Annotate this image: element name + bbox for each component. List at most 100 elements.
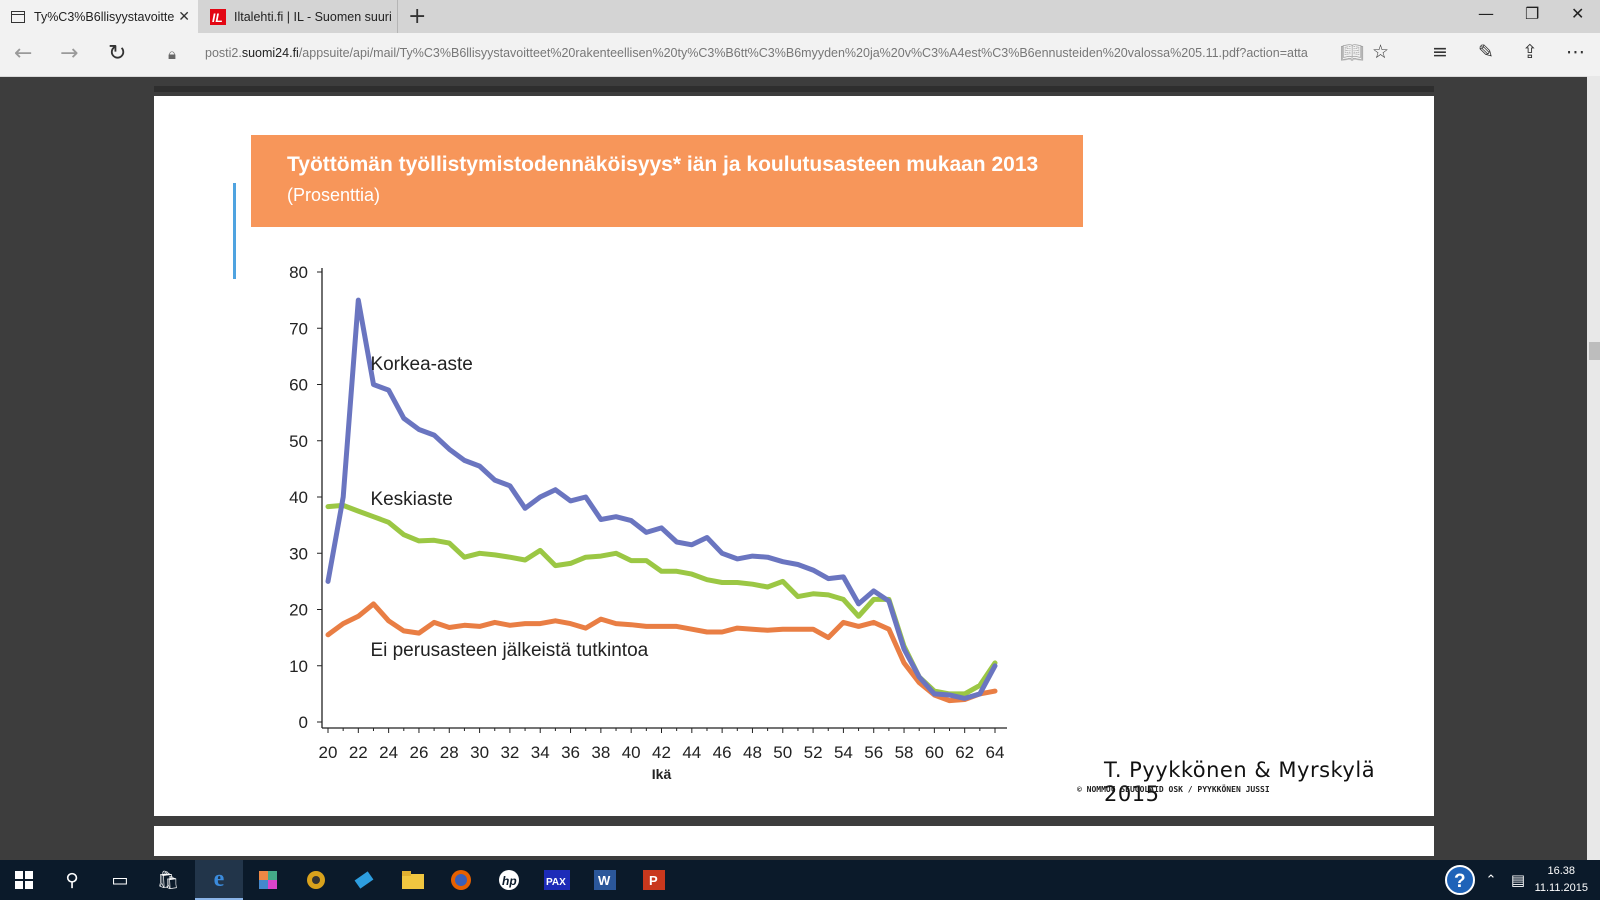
x-tick-label: 54 [834, 743, 853, 762]
x-tick-label: 58 [895, 743, 914, 762]
favorite-star-icon[interactable]: ☆ [1372, 41, 1390, 63]
more-icon[interactable]: ⋯ [1566, 41, 1585, 63]
x-tick-label: 32 [500, 743, 519, 762]
minimize-icon[interactable]: — [1478, 4, 1494, 23]
url-field[interactable]: posti2.suomi24.fi/appsuite/api/mail/Ty%C… [205, 46, 1325, 60]
svg-text:IL: IL [212, 11, 223, 25]
file-explorer-icon[interactable] [389, 860, 437, 900]
pdf-page-gap [154, 86, 1434, 92]
forward-icon[interactable]: → [60, 41, 79, 66]
y-tick-label: 50 [289, 432, 308, 451]
notifications-icon[interactable]: ▤ [1510, 871, 1526, 889]
x-tick-label: 48 [743, 743, 762, 762]
x-tick-label: 20 [319, 743, 338, 762]
y-tick-label: 30 [289, 544, 308, 563]
y-tick-label: 40 [289, 488, 308, 507]
credit-text: T. Pyykkönen & Myrskylä 2015 [1104, 758, 1376, 806]
svg-text:PAX: PAX [546, 877, 566, 888]
close-window-icon[interactable]: ✕ [1571, 4, 1585, 23]
chart-title: Työttömän työllistymistodennäköisyys* iä… [287, 153, 1039, 176]
y-tick-label: 20 [289, 601, 308, 620]
new-tab-icon[interactable]: + [408, 4, 427, 29]
x-tick-label: 22 [349, 743, 368, 762]
tab-active[interactable]: Ty%C3%B6llisyystavoitte ✕ [0, 0, 198, 33]
taskbar: ⚲ ▭ 🛍︎ e hp PAX W P ? ⌃ ▤ 16.38 11.11.20… [0, 860, 1600, 900]
x-tick-label: 46 [713, 743, 732, 762]
y-tick-label: 70 [289, 319, 308, 338]
x-tick-label: 44 [682, 743, 701, 762]
x-tick-label: 52 [804, 743, 823, 762]
svg-text:P: P [649, 873, 658, 888]
hub-icon[interactable]: ≡ [1432, 41, 1448, 63]
refresh-icon[interactable]: ↻ [108, 41, 127, 66]
next-pdf-page [154, 826, 1434, 856]
search-icon[interactable]: ⚲ [65, 869, 79, 891]
pdf-page: Työttömän työllistymistodennäköisyys* iä… [154, 96, 1434, 816]
svg-text:hp: hp [502, 874, 517, 888]
x-tick-label: 34 [531, 743, 550, 762]
help-icon[interactable]: ? [1436, 860, 1484, 900]
x-axis-label: Ikä [652, 766, 672, 782]
restore-icon[interactable]: ❐ [1525, 4, 1540, 23]
x-tick-label: 26 [409, 743, 428, 762]
rocket-app-icon[interactable] [340, 860, 388, 900]
url-path: /appsuite/api/mail/Ty%C3%B6llisyystavoit… [298, 46, 1308, 60]
x-tick-label: 36 [561, 743, 580, 762]
line-chart: 0 10 20 30 40 50 60 70 80 20 22 24 26 28 30 32 34 36 38 40 4… [289, 263, 1007, 782]
y-tick-label: 10 [289, 657, 308, 676]
url-domain: suomi24.fi [241, 46, 299, 60]
series-layer [325, 297, 998, 704]
y-tick-label: 60 [289, 376, 308, 395]
series-line-0 [325, 297, 998, 701]
series-annotation: Korkea-aste [370, 354, 472, 375]
firefox-icon[interactable] [437, 860, 485, 900]
back-icon[interactable]: ← [14, 41, 33, 66]
powerpoint-icon[interactable]: P [630, 860, 678, 900]
tab-iltalehti[interactable]: IL Iltalehti.fi | IL - Suomen suuri [198, 0, 398, 33]
y-tick-label: 80 [289, 263, 308, 282]
tab-label: Iltalehti.fi | IL - Suomen suuri [234, 9, 392, 24]
x-tick-label: 62 [955, 743, 974, 762]
pax-app-icon[interactable]: PAX [533, 860, 581, 900]
svg-text:?: ? [1454, 871, 1466, 892]
task-view-icon[interactable]: ▭ [111, 869, 129, 891]
chart-subtitle: (Prosenttia) [287, 185, 381, 205]
x-tick-label: 28 [440, 743, 459, 762]
svg-text:W: W [598, 873, 611, 888]
x-tick-label: 38 [591, 743, 610, 762]
scrollbar[interactable] [1587, 76, 1600, 860]
app-icon[interactable] [244, 860, 292, 900]
address-bar-row: ← → ↻ 🔒︎ posti2.suomi24.fi/appsuite/api/… [0, 33, 1600, 77]
close-tab-icon[interactable]: ✕ [178, 8, 190, 24]
copyright-text: © NOMMOC SEUGOLAID OSK / PYYKKÖNEN JUSSI [1077, 785, 1270, 794]
margin-marker [233, 183, 236, 279]
start-windows-icon[interactable] [0, 860, 48, 900]
system-clock[interactable]: 16.38 11.11.2015 [1535, 863, 1588, 897]
hp-icon[interactable]: hp [485, 860, 533, 900]
word-icon[interactable]: W [581, 860, 629, 900]
reading-view-icon[interactable]: 📖︎ [1340, 42, 1365, 64]
x-tick-label: 30 [470, 743, 489, 762]
x-tick-label: 42 [652, 743, 671, 762]
x-tick-label: 56 [864, 743, 883, 762]
page-icon [10, 9, 26, 25]
series-line-2 [325, 601, 998, 704]
store-icon[interactable]: 🛍︎ [156, 869, 180, 891]
y-tick-label: 0 [299, 713, 308, 732]
x-tick-label: 24 [379, 743, 398, 762]
chevron-up-icon[interactable]: ⌃ [1485, 872, 1497, 888]
labels-layer: Korkea-aste Keskiaste Ei perusasteen jälke… [370, 354, 648, 661]
tab-bar: Ty%C3%B6llisyystavoitte ✕ IL Iltalehti.f… [0, 0, 1600, 33]
web-note-icon[interactable]: ✎ [1478, 41, 1494, 63]
lock-icon: 🔒︎ [168, 45, 176, 63]
x-tick-label: 50 [773, 743, 792, 762]
scrollbar-thumb[interactable] [1589, 342, 1600, 360]
edge-icon[interactable]: e [195, 860, 243, 900]
clock-date: 11.11.2015 [1534, 882, 1588, 894]
media-player-icon[interactable] [292, 860, 340, 900]
series-annotation: Ei perusasteen jälkeistä tutkintoa [370, 640, 648, 661]
x-tick-label: 60 [925, 743, 944, 762]
share-icon[interactable]: ⇪ [1522, 41, 1538, 63]
tab-label: Ty%C3%B6llisyystavoitte [34, 9, 175, 24]
series-line-1 [325, 502, 998, 697]
